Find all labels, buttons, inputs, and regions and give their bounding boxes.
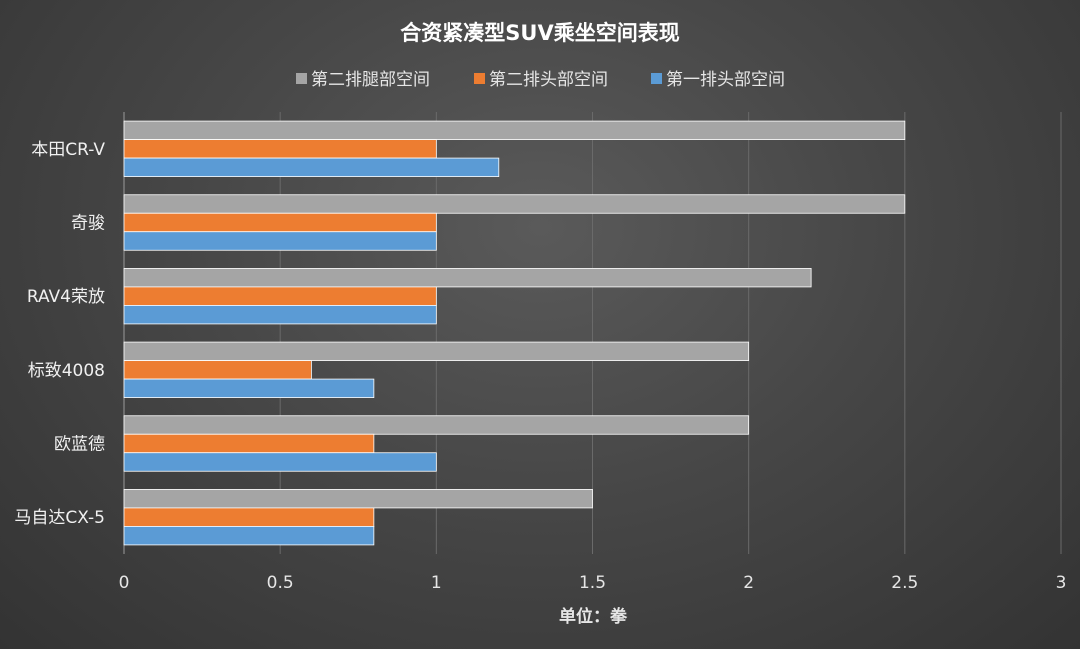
bar-rect [123,231,437,251]
category-label: 标致4008 [28,361,105,381]
bar-rect [123,305,437,325]
bar [123,157,500,177]
legend-swatch [651,73,662,84]
legend: 第二排腿部空间 第二排头部空间 第一排头部空间 [296,70,785,90]
x-tick-label: 0.5 [267,573,294,593]
bar-rect [123,433,375,454]
bar-rect [123,157,500,177]
bar [123,120,906,140]
x-tick-label: 2 [743,573,754,593]
bar-rect [123,194,906,214]
bar-rect [123,452,437,472]
legend-swatch [474,73,485,84]
bar [123,305,437,325]
x-tick-label: 1.5 [579,573,606,593]
bar-rect [123,489,593,509]
bar-rect [123,341,750,361]
bar [123,212,437,233]
bar-rect [123,360,312,380]
x-tick-label: 2.5 [891,573,918,593]
x-tick-label: 3 [1056,573,1067,593]
bar [123,139,437,159]
bar-rect [123,507,375,527]
category-label: RAV4荣放 [27,287,105,307]
gridlines [123,112,1062,554]
bar-rect [123,120,906,140]
bar-rect [123,378,375,398]
legend-item: 第二排腿部空间 [296,70,430,90]
legend-item: 第一排头部空间 [651,70,785,90]
bar [123,194,906,214]
bar [123,268,812,288]
chart-title: 合资紧凑型SUV乘坐空间表现 [400,21,679,45]
legend-swatch [296,73,307,84]
bar [123,231,437,251]
x-axis-title: 单位：拳 [559,606,628,627]
bar-rect [123,139,437,159]
x-tick-label: 1 [431,573,442,593]
category-label: 本田CR-V [31,140,105,160]
bar-rect [123,286,437,306]
category-label: 奇骏 [71,214,105,234]
legend-label: 第二排头部空间 [489,70,608,90]
category-label: 欧蓝德 [54,435,105,455]
bar [123,286,437,306]
bar [123,452,437,472]
bar [123,526,375,546]
bar-rect [123,268,812,288]
bar [123,433,375,454]
legend-item: 第二排头部空间 [474,70,608,90]
bar [123,489,593,509]
bar [123,360,312,380]
legend-label: 第二排腿部空间 [311,70,430,90]
legend-label: 第一排头部空间 [666,70,785,90]
bar-rect [123,415,750,435]
bar-rect [123,526,375,546]
bar [123,378,375,398]
x-tick-label: 0 [119,573,130,593]
bar [123,507,375,527]
bars [123,120,906,546]
bar [123,341,750,361]
category-label: 马自达CX-5 [14,508,105,528]
bar [123,415,750,435]
x-tick-labels: 0 0.5 1 1.5 2 2.5 3 [119,573,1067,593]
bar-rect [123,212,437,233]
